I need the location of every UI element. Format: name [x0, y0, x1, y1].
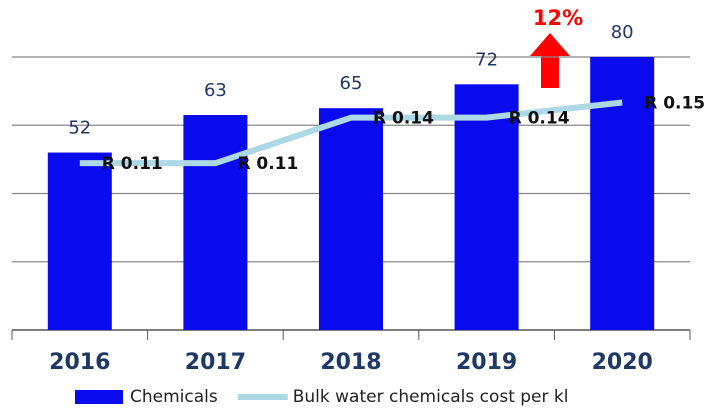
- line-label: R 0.14: [509, 109, 570, 129]
- line-label: R 0.11: [237, 154, 298, 174]
- x-tick-label: 2017: [185, 350, 246, 375]
- x-tick-label: 2016: [49, 350, 110, 375]
- legend-swatch: [75, 390, 123, 404]
- line: [79, 99, 623, 167]
- bar: [47, 152, 112, 330]
- x-tick-label: 2018: [320, 350, 381, 375]
- increase-arrow: [530, 33, 570, 88]
- bar: [319, 108, 383, 330]
- legend-label: Bulk water chemicals cost per kl: [293, 387, 569, 407]
- x-tick-label: 2019: [456, 350, 517, 375]
- bar: [183, 115, 248, 330]
- legend-label: Chemicals: [130, 387, 218, 407]
- bar-label: 72: [475, 49, 498, 70]
- line-label: R 0.14: [373, 109, 434, 129]
- line-label: R 0.11: [102, 154, 163, 174]
- annotation: 12%: [533, 6, 583, 30]
- x-tick-label: 2020: [592, 350, 653, 375]
- bar-label: 52: [68, 118, 91, 139]
- line-label: R 0.15: [644, 94, 705, 114]
- bar-label: 80: [611, 22, 634, 43]
- bar-label: 63: [204, 80, 227, 101]
- bar: [454, 84, 519, 330]
- bar-label: 65: [340, 73, 363, 94]
